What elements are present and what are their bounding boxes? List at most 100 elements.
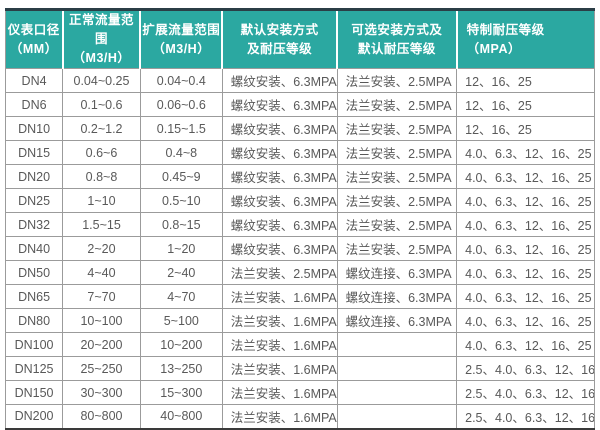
header-line: （MM）: [9, 41, 58, 56]
table-row: DN6 0.1~0.6 0.06~0.6 螺纹安装、6.3MPA 法兰安装、2.5MPA…: [4, 92, 595, 117]
table-cell: 2~40: [139, 260, 223, 285]
header-row: 仪表口径 （MM） 正常流量范围 （M3/H） 扩展流量范围 （M3/H） 默认…: [5, 9, 595, 69]
table-cell: 4.0、6.3、12、16、25: [456, 260, 595, 285]
table-cell: DN150: [4, 380, 64, 405]
table-cell: 螺纹连接、6.3MPA: [336, 284, 458, 309]
header-line: 可选安装方式及: [351, 22, 443, 37]
table-cell: 0.2~1.2: [62, 116, 141, 141]
table-cell: 0.06~0.6: [139, 92, 223, 117]
table-cell: 法兰安装、1.6MPA: [221, 380, 338, 405]
table-row: DN20 0.8~8 0.45~9 螺纹安装、6.3MPA 法兰安装、2.5MPA 4.0…: [4, 164, 595, 189]
table-cell: 法兰安装、1.6MPA: [221, 356, 338, 381]
header-cell-default-install: 默认安装方式 及耐压等级: [221, 9, 338, 69]
table-cell: 法兰安装、2.5MPA: [336, 140, 458, 165]
table-cell: 螺纹安装、6.3MPA: [221, 212, 338, 237]
table-cell: DN25: [4, 188, 64, 213]
table-cell: 4~40: [62, 260, 141, 285]
table-cell: 10~100: [62, 308, 141, 333]
table-cell: DN15: [4, 140, 64, 165]
header-line: （MPA）: [466, 41, 521, 56]
header-line: 及耐压等级: [247, 41, 313, 56]
table-cell: 30~300: [62, 380, 141, 405]
table-cell: 0.04~0.25: [62, 68, 141, 93]
header-cell-diameter: 仪表口径 （MM）: [5, 9, 63, 69]
table-row: DN65 7~70 4~70 法兰安装、1.6MPA 螺纹连接、6.3MPA 4.0、6.…: [4, 284, 595, 309]
table-cell: 15~300: [139, 380, 223, 405]
table-cell: 5~100: [139, 308, 223, 333]
table-cell: 螺纹安装、6.3MPA: [221, 164, 338, 189]
table-cell: 2~20: [62, 236, 141, 261]
table-cell: 0.1~0.6: [62, 92, 141, 117]
table-cell: 0.8~15: [139, 212, 223, 237]
table-cell: 10~200: [139, 332, 223, 357]
table-cell: 12、16、25: [456, 92, 595, 117]
header-line: 扩展流量范围: [142, 22, 221, 37]
table-cell: 4.0、6.3、12、16、25: [456, 236, 595, 261]
table-cell: 0.4~8: [139, 140, 223, 165]
table-cell: 1~10: [62, 188, 141, 213]
table-cell: 20~200: [62, 332, 141, 357]
header-cell-extended-flow: 扩展流量范围 （M3/H）: [139, 9, 223, 69]
header-line: 仪表口径: [7, 22, 60, 37]
table-cell: 0.8~8: [62, 164, 141, 189]
table-row: DN125 25~250 13~250 法兰安装、1.6MPA 2.5、4.0、6.3、…: [4, 356, 595, 381]
table-cell: 法兰安装、2.5MPA: [221, 260, 338, 285]
table-cell: 法兰安装、2.5MPA: [336, 236, 458, 261]
table-cell: 2.5、4.0、6.3、12、16: [456, 380, 595, 405]
table-cell: 法兰安装、2.5MPA: [336, 92, 458, 117]
table-cell: 法兰安装、1.6MPA: [221, 404, 338, 429]
table-cell: [336, 356, 458, 381]
table-cell: 螺纹安装、6.3MPA: [221, 68, 338, 93]
header-line: 默认耐压等级: [357, 41, 436, 56]
table-cell: 4.0、6.3、12、16、25: [456, 212, 595, 237]
table-cell: DN125: [4, 356, 64, 381]
table-cell: 螺纹安装、6.3MPA: [221, 140, 338, 165]
spec-table-container: 仪表口径 （MM） 正常流量范围 （M3/H） 扩展流量范围 （M3/H） 默认…: [4, 8, 595, 430]
table-row: DN100 20~200 10~200 法兰安装、1.6MPA 4.0、6.3、12、1…: [4, 332, 595, 357]
table-row: DN50 4~40 2~40 法兰安装、2.5MPA 螺纹连接、6.3MPA 4.0、6.…: [4, 260, 595, 285]
header-line: （M3/H）: [152, 41, 211, 56]
table-cell: 法兰安装、2.5MPA: [336, 164, 458, 189]
table-cell: DN20: [4, 164, 64, 189]
table-cell: 25~250: [62, 356, 141, 381]
table-cell: 法兰安装、1.6MPA: [221, 332, 338, 357]
table-row: DN40 2~20 1~20 螺纹安装、6.3MPA 法兰安装、2.5MPA 4.0、6.…: [4, 236, 595, 261]
table-cell: 0.6~6: [62, 140, 141, 165]
table-row: DN32 1.5~15 0.8~15 螺纹安装、6.3MPA 法兰安装、2.5MPA 4.…: [4, 212, 595, 237]
header-line: 默认安装方式: [240, 22, 319, 37]
table-cell: 2.5、4.0、6.3、12、16: [456, 404, 595, 429]
table-cell: 1~20: [139, 236, 223, 261]
table-cell: 法兰安装、2.5MPA: [336, 68, 458, 93]
table-cell: DN100: [4, 332, 64, 357]
table-cell: 螺纹安装、6.3MPA: [221, 116, 338, 141]
table-cell: 80~800: [62, 404, 141, 429]
table-cell: 螺纹安装、6.3MPA: [221, 188, 338, 213]
table-cell: 螺纹安装、6.3MPA: [221, 92, 338, 117]
table-row: DN200 80~800 40~800 法兰安装、1.6MPA 2.5、4.0、6.3、…: [4, 404, 595, 429]
table-cell: 40~800: [139, 404, 223, 429]
table-cell: DN40: [4, 236, 64, 261]
table-cell: [336, 380, 458, 405]
table-cell: 法兰安装、1.6MPA: [221, 284, 338, 309]
table-row: DN80 10~100 5~100 法兰安装、1.6MPA 螺纹连接、6.3MPA 4.0…: [4, 308, 595, 333]
table-cell: 法兰安装、2.5MPA: [336, 188, 458, 213]
table-row: DN10 0.2~1.2 0.15~1.5 螺纹安装、6.3MPA 法兰安装、2.5MP…: [4, 116, 595, 141]
table-cell: 4.0、6.3、12、16、25: [456, 308, 595, 333]
header-line: （M3/H）: [72, 51, 131, 65]
table-cell: 0.5~10: [139, 188, 223, 213]
header-cell-special-pressure: 特制耐压等级 （MPA）: [455, 9, 595, 69]
table-cell: 4.0、6.3、12、16、25: [456, 188, 595, 213]
table-cell: 螺纹连接、6.3MPA: [336, 308, 458, 333]
table-cell: 4.0、6.3、12、16、25: [456, 164, 595, 189]
table-cell: 12、16、25: [456, 68, 595, 93]
table-cell: DN6: [4, 92, 64, 117]
table-body: DN4 0.04~0.25 0.04~0.4 螺纹安装、6.3MPA 法兰安装、2.5M…: [4, 68, 595, 429]
table-cell: [336, 404, 458, 429]
table-cell: 法兰安装、2.5MPA: [336, 212, 458, 237]
table-cell: 螺纹安装、6.3MPA: [221, 236, 338, 261]
table-cell: DN65: [4, 284, 64, 309]
table-cell: DN4: [4, 68, 64, 93]
table-cell: 13~250: [139, 356, 223, 381]
header-cell-normal-flow: 正常流量范围 （M3/H）: [61, 9, 141, 69]
table-cell: 0.45~9: [139, 164, 223, 189]
